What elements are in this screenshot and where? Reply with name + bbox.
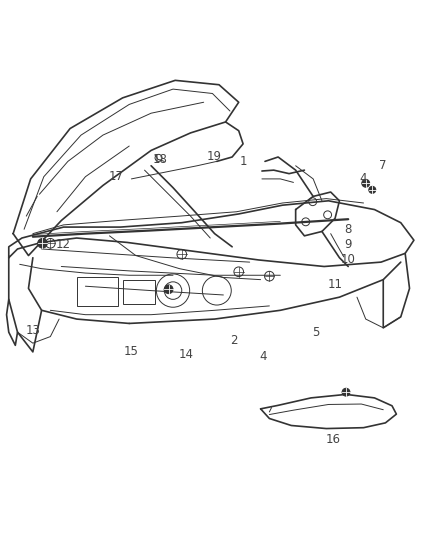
Text: 8: 8	[345, 223, 352, 236]
Text: 19: 19	[207, 150, 222, 164]
Text: 7: 7	[379, 159, 387, 172]
Circle shape	[38, 238, 47, 248]
Text: 11: 11	[328, 278, 343, 290]
Text: 4: 4	[259, 350, 267, 363]
Text: 10: 10	[341, 253, 356, 266]
Text: 2: 2	[230, 335, 238, 348]
Bar	[123, 280, 155, 304]
Text: 9: 9	[344, 238, 352, 251]
Text: 16: 16	[325, 433, 340, 446]
Circle shape	[369, 187, 376, 193]
Circle shape	[164, 285, 173, 294]
Text: 15: 15	[124, 345, 139, 358]
Text: 13: 13	[25, 324, 40, 336]
Text: 14: 14	[179, 348, 194, 361]
Text: 1: 1	[239, 155, 247, 168]
Text: 5: 5	[312, 326, 319, 338]
Text: 12: 12	[56, 238, 71, 251]
Text: 4: 4	[360, 172, 367, 185]
Circle shape	[342, 388, 350, 396]
Circle shape	[362, 179, 370, 187]
Bar	[77, 278, 118, 306]
Text: 17: 17	[109, 170, 124, 183]
Text: 18: 18	[152, 152, 167, 166]
